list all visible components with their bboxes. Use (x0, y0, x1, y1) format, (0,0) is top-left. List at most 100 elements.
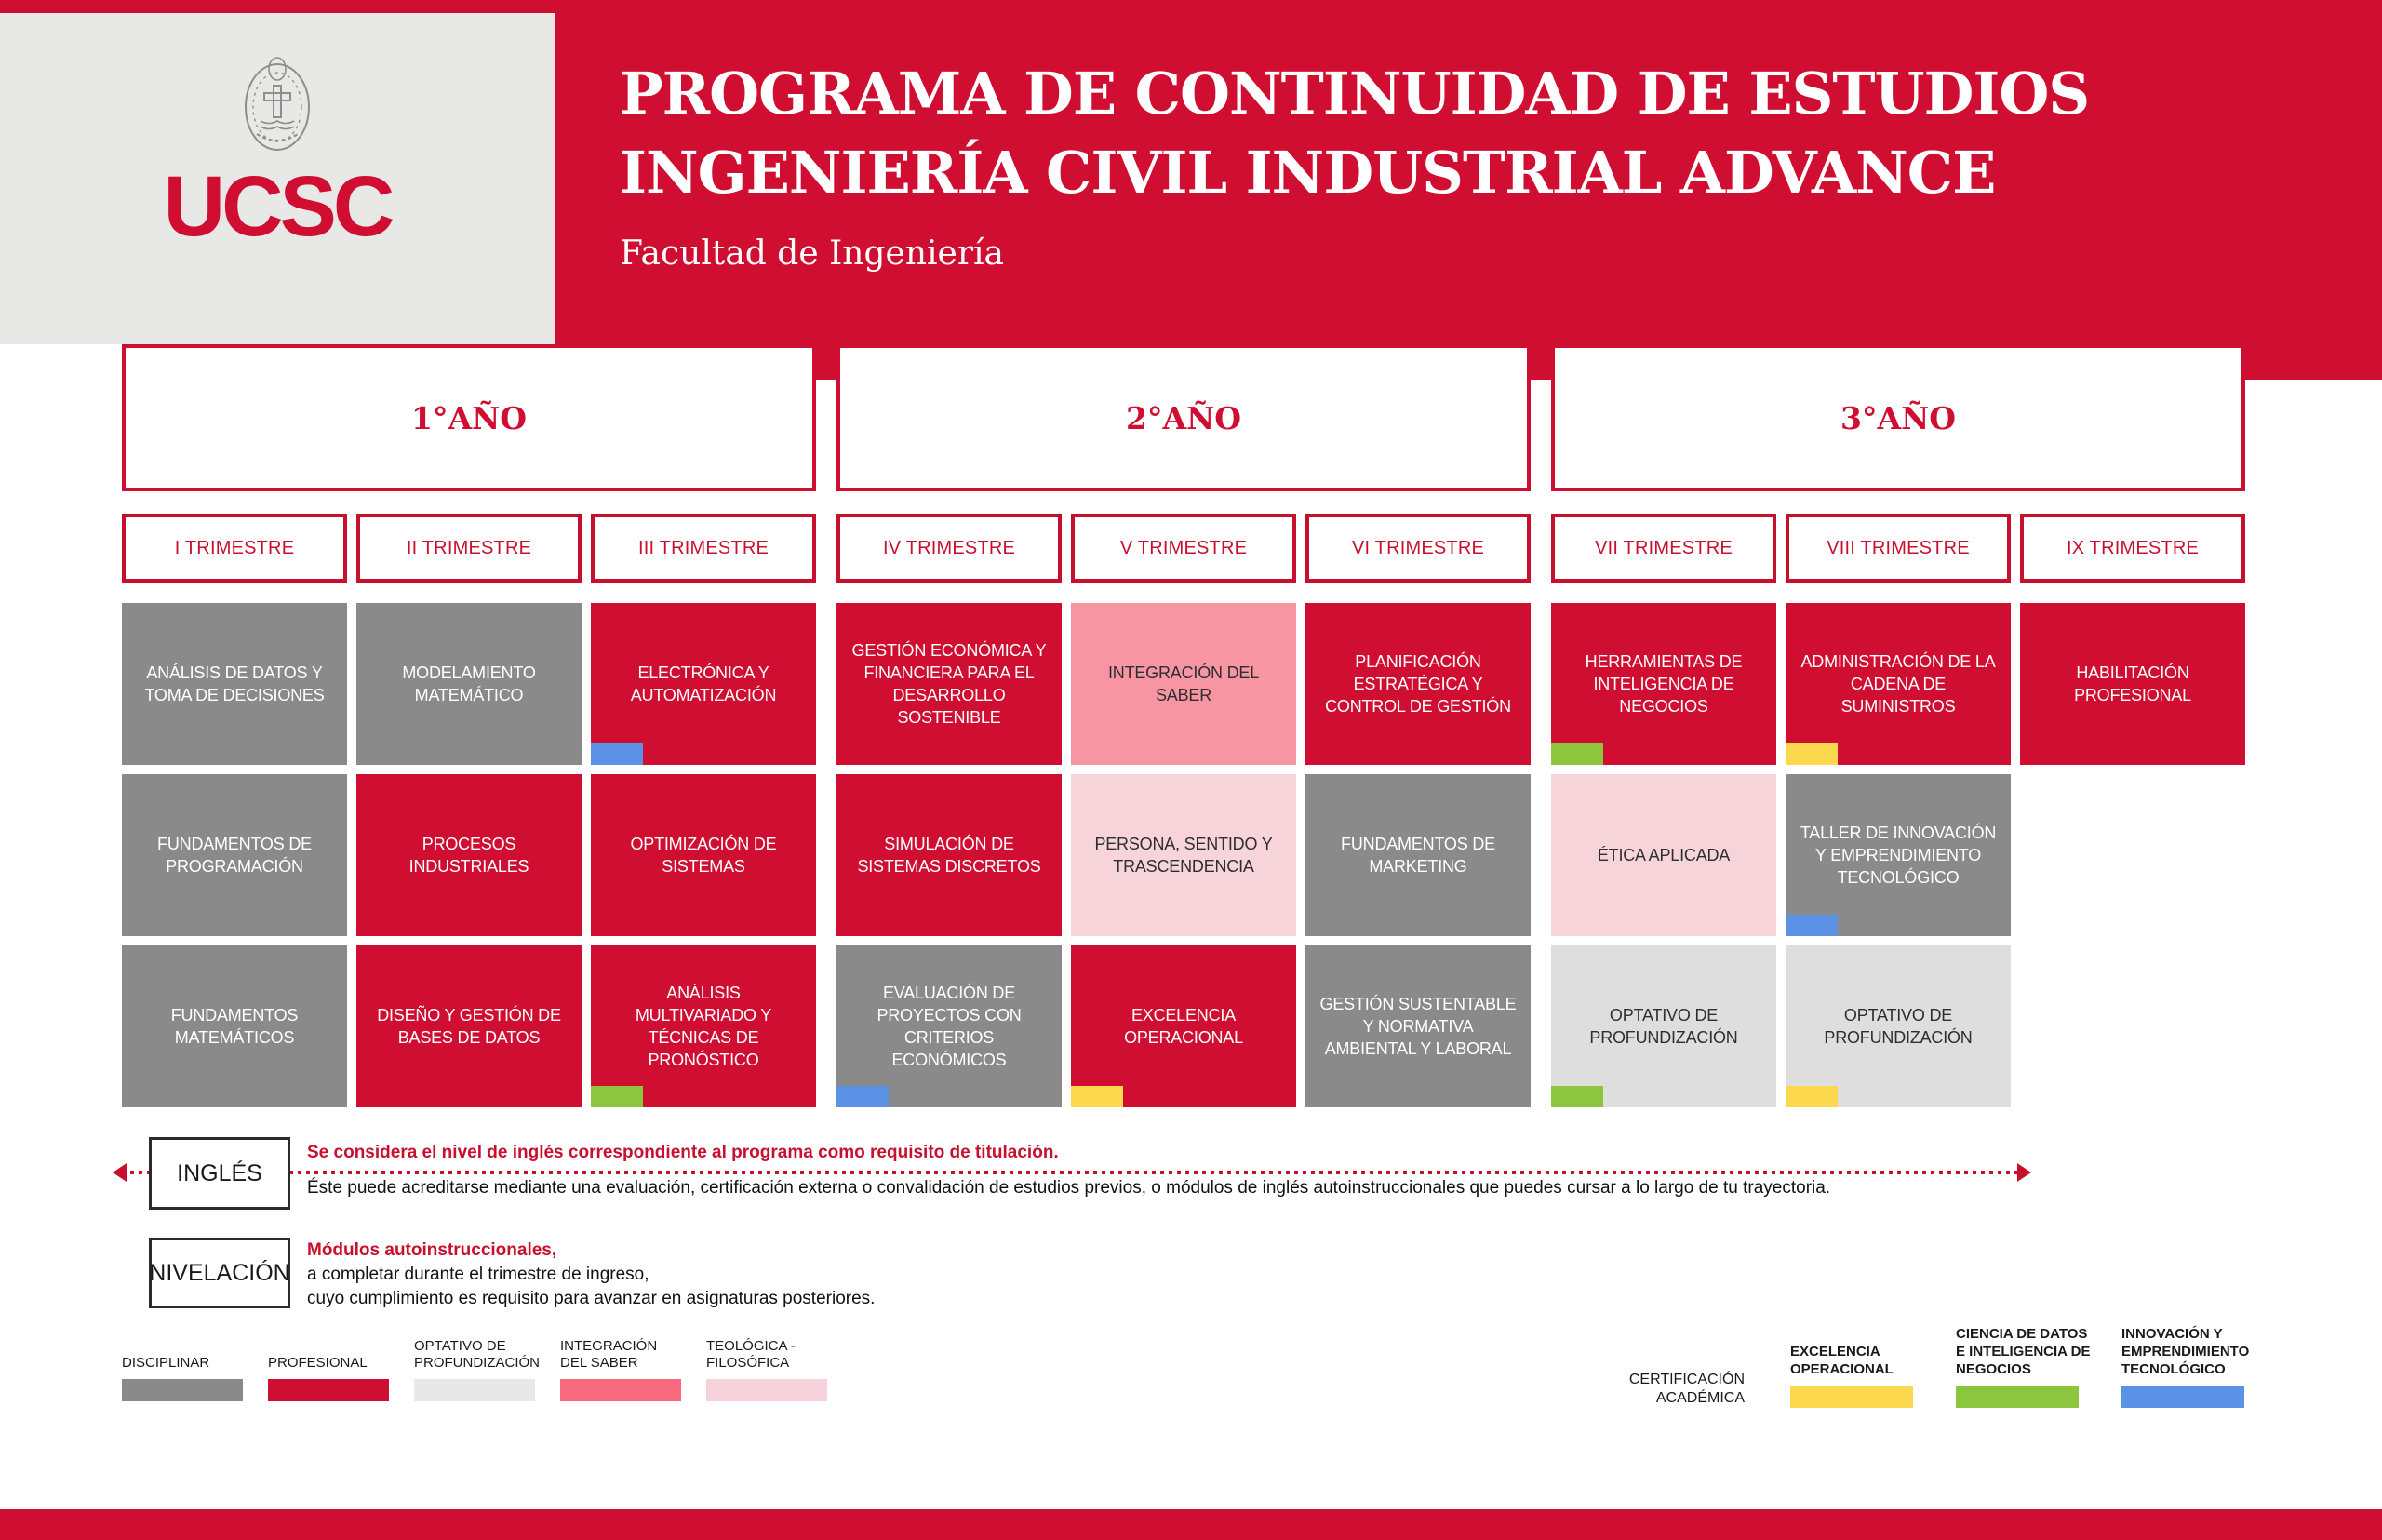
trimester-group-year2: IV TRIMESTRE V TRIMESTRE VI TRIMESTRE (836, 514, 1531, 583)
english-box: INGLÉS (149, 1137, 290, 1210)
trimester-box-6: VI TRIMESTRE (1305, 514, 1531, 583)
cert-item-excelencia: EXCELENCIA OPERACIONAL (1790, 1343, 1930, 1408)
certification-badge-yellow (1071, 1086, 1123, 1107)
course-cell: FUNDAMENTOS DE PROGRAMACIÓN (122, 774, 347, 936)
course-cell: ANÁLISIS DE DATOS Y TOMA DE DECISIONES (122, 603, 347, 765)
english-requirement-bold-text: Se considera el nivel de inglés correspo… (307, 1143, 1059, 1162)
trimester-label: III TRIMESTRE (637, 537, 769, 558)
cert-swatch-green (1956, 1386, 2079, 1408)
year-label: 1°AÑO (411, 399, 527, 436)
legend-swatch-lightgray (414, 1379, 535, 1401)
program-subtitle: Facultad de Ingeniería (620, 234, 1005, 273)
courses-row3-year1: FUNDAMENTOS MATEMÁTICOS DISEÑO Y GESTIÓN… (122, 945, 816, 1107)
course-cell: EXCELENCIA OPERACIONAL (1071, 945, 1296, 1107)
ucsc-logo: UCSC (0, 13, 555, 344)
arrow-left-icon (113, 1163, 127, 1182)
courses-row-2: FUNDAMENTOS DE PROGRAMACIÓN PROCESOS IND… (122, 774, 2245, 936)
year-box-1: 1°AÑO (122, 344, 816, 491)
years-row: 1°AÑO 2°AÑO 3°AÑO (122, 344, 2245, 491)
legend-label: PROFESIONAL (268, 1355, 368, 1371)
certification-badge-blue (836, 1086, 889, 1107)
leveling-text: Módulos autoinstruccionales, a completar… (307, 1239, 875, 1311)
courses-row2-year1: FUNDAMENTOS DE PROGRAMACIÓN PROCESOS IND… (122, 774, 816, 936)
english-requirement-text: Éste puede acreditarse mediante una eval… (307, 1178, 1831, 1198)
course-title: EXCELENCIA OPERACIONAL (1124, 1006, 1243, 1047)
trimester-label: I TRIMESTRE (174, 537, 295, 558)
legend-label: TEOLÓGICA - FILOSÓFICA (706, 1338, 796, 1371)
trimester-group-year3: VII TRIMESTRE VIII TRIMESTRE IX TRIMESTR… (1551, 514, 2245, 583)
course-cell: PLANIFICACIÓN ESTRATÉGICA Y CONTROL DE G… (1305, 603, 1531, 765)
course-cell: GESTIÓN ECONÓMICA Y FINANCIERA PARA EL D… (836, 603, 1062, 765)
program-title-line2: INGENIERÍA CIVIL INDUSTRIAL ADVANCE (620, 139, 1996, 207)
cert-swatch-yellow (1790, 1386, 1913, 1408)
trimester-box-1: I TRIMESTRE (122, 514, 347, 583)
legend-swatch-pink (706, 1379, 827, 1401)
trimester-box-4: IV TRIMESTRE (836, 514, 1062, 583)
program-title-line1: PROGRAMA DE CONTINUIDAD DE ESTUDIOS (620, 60, 2090, 127)
cert-item-ciencia-datos: CIENCIA DE DATOS E INTELIGENCIA DE NEGOC… (1956, 1325, 2095, 1408)
legend-label: DISCIPLINAR (122, 1355, 210, 1371)
certification-badge-green (1551, 1086, 1603, 1107)
trimesters-row: I TRIMESTRE II TRIMESTRE III TRIMESTRE I… (122, 514, 2245, 583)
footer-red-bar (0, 1509, 2382, 1540)
arrow-right-icon (2017, 1163, 2031, 1182)
course-title: OPTATIVO DE PROFUNDIZACIÓN (1824, 1006, 1973, 1047)
courses-row1-year1: ANÁLISIS DE DATOS Y TOMA DE DECISIONES M… (122, 603, 816, 765)
cert-label: INNOVACIÓN Y EMPRENDIMIENTO TECNOLÓGICO (2121, 1326, 2250, 1377)
certification-badge-blue (591, 743, 643, 765)
courses-row3-year3: OPTATIVO DE PROFUNDIZACIÓN OPTATIVO DE P… (1551, 945, 2245, 1107)
trimester-label: IX TRIMESTRE (2066, 537, 2200, 558)
legend-item-optativo: OPTATIVO DE PROFUNDIZACIÓN (414, 1338, 540, 1401)
legend-label: INTEGRACIÓN DEL SABER (560, 1338, 658, 1371)
course-cell: PERSONA, SENTIDO Y TRASCENDENCIA (1071, 774, 1296, 936)
courses-row-1: ANÁLISIS DE DATOS Y TOMA DE DECISIONES M… (122, 603, 2245, 765)
category-legend: DISCIPLINAR PROFESIONAL OPTATIVO DE PROF… (122, 1338, 852, 1401)
trimester-group-year1: I TRIMESTRE II TRIMESTRE III TRIMESTRE (122, 514, 816, 583)
cert-item-innovacion: INNOVACIÓN Y EMPRENDIMIENTO TECNOLÓGICO (2121, 1325, 2261, 1408)
trimester-label: VI TRIMESTRE (1351, 537, 1485, 558)
trimester-label: VII TRIMESTRE (1595, 537, 1733, 558)
courses-row2-year2: SIMULACIÓN DE SISTEMAS DISCRETOS PERSONA… (836, 774, 1531, 936)
course-cell: DISEÑO Y GESTIÓN DE BASES DE DATOS (356, 945, 582, 1107)
trimester-box-7: VII TRIMESTRE (1551, 514, 1776, 583)
certification-badge-green (591, 1086, 643, 1107)
certification-badge-green (1551, 743, 1603, 765)
cert-label: CIENCIA DE DATOS E INTELIGENCIA DE NEGOC… (1956, 1326, 2091, 1377)
course-cell: INTEGRACIÓN DEL SABER (1071, 603, 1296, 765)
trimester-box-9: IX TRIMESTRE (2020, 514, 2245, 583)
year-label: 3°AÑO (1840, 399, 1956, 436)
courses-row3-year2: EVALUACIÓN DE PROYECTOS CON CRITERIOS EC… (836, 945, 1531, 1107)
empty-cell (2020, 945, 2245, 1107)
certification-legend: CERTIFICACIÓN ACADÉMICA EXCELENCIA OPERA… (1624, 1325, 2261, 1408)
empty-cell (2020, 774, 2245, 936)
year-label: 2°AÑO (1126, 399, 1241, 436)
courses-row1-year2: GESTIÓN ECONÓMICA Y FINANCIERA PARA EL D… (836, 603, 1531, 765)
course-cell: OPTIMIZACIÓN DE SISTEMAS (591, 774, 816, 936)
certification-badge-blue (1786, 915, 1838, 936)
course-title: ANÁLISIS MULTIVARIADO Y TÉCNICAS DE PRON… (635, 984, 772, 1069)
cert-label: EXCELENCIA OPERACIONAL (1790, 1344, 1894, 1377)
leveling-box: NIVELACIÓN (149, 1238, 290, 1308)
leveling-bold-text: Módulos autoinstruccionales, (307, 1240, 557, 1260)
course-cell: MODELAMIENTO MATEMÁTICO (356, 603, 582, 765)
course-cell: ADMINISTRACIÓN DE LA CADENA DE SUMINISTR… (1786, 603, 2011, 765)
course-cell: FUNDAMENTOS MATEMÁTICOS (122, 945, 347, 1107)
course-cell: ELECTRÓNICA Y AUTOMATIZACIÓN (591, 603, 816, 765)
trimester-box-8: VIII TRIMESTRE (1786, 514, 2011, 583)
legend-swatch-red (268, 1379, 389, 1401)
course-title: OPTATIVO DE PROFUNDIZACIÓN (1589, 1006, 1738, 1047)
legend-item-profesional: PROFESIONAL (268, 1355, 389, 1401)
cert-swatch-blue (2121, 1386, 2244, 1408)
program-title-block: PROGRAMA DE CONTINUIDAD DE ESTUDIOS INGE… (620, 54, 2090, 273)
course-cell: FUNDAMENTOS DE MARKETING (1305, 774, 1531, 936)
trimester-box-2: II TRIMESTRE (356, 514, 582, 583)
legend-item-disciplinar: DISCIPLINAR (122, 1355, 243, 1401)
ucsc-wordmark: UCSC (163, 159, 395, 254)
legend-item-teologica: TEOLÓGICA - FILOSÓFICA (706, 1338, 827, 1401)
course-title: ELECTRÓNICA Y AUTOMATIZACIÓN (630, 663, 777, 704)
curriculum-grid: 1°AÑO 2°AÑO 3°AÑO I TRIMESTRE II TRIMEST… (122, 344, 2245, 1107)
courses-row1-year3: HERRAMIENTAS DE INTELIGENCIA DE NEGOCIOS… (1551, 603, 2245, 765)
english-box-label: INGLÉS (177, 1159, 262, 1186)
trimester-label: IV TRIMESTRE (882, 537, 1016, 558)
certification-badge-yellow (1786, 743, 1838, 765)
